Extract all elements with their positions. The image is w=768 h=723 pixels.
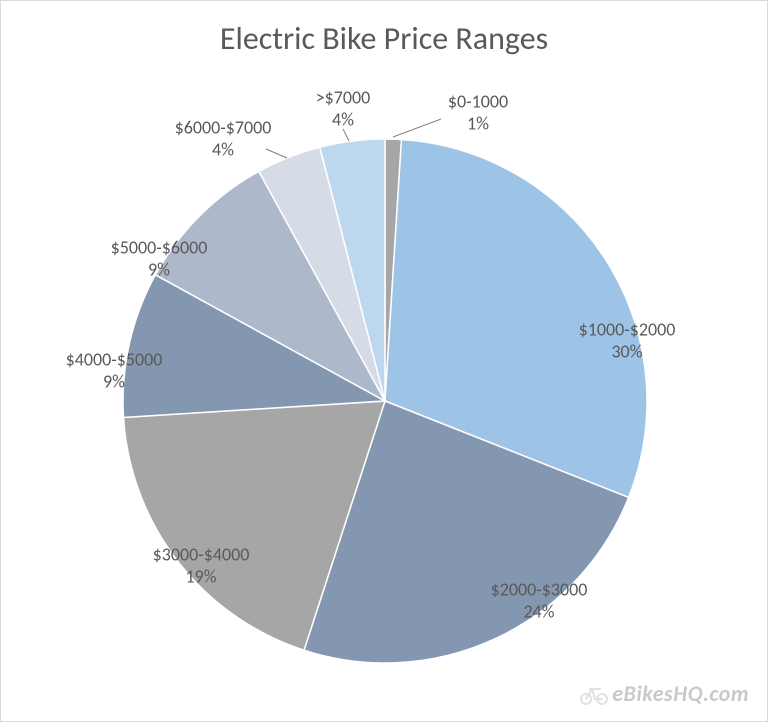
slice-label: $3000-$400019% [153, 544, 250, 587]
slice-label: >$70004% [316, 87, 371, 130]
leader-line [343, 129, 349, 141]
watermark: eBikesHQ.com [580, 680, 749, 707]
slice-label: $4000-$50009% [66, 349, 163, 392]
slice-label: $1000-$200030% [579, 319, 676, 362]
slice-label: $2000-$300024% [491, 579, 588, 622]
bike-icon [580, 683, 608, 705]
leader-line [393, 119, 441, 137]
chart-container: Electric Bike Price Ranges $0-10001%$100… [0, 0, 768, 722]
watermark-text: eBikesHQ.com [612, 680, 749, 707]
slice-label: $6000-$70004% [175, 117, 272, 160]
slice-label: $5000-$60009% [111, 237, 208, 280]
slice-label: $0-10001% [448, 91, 508, 134]
